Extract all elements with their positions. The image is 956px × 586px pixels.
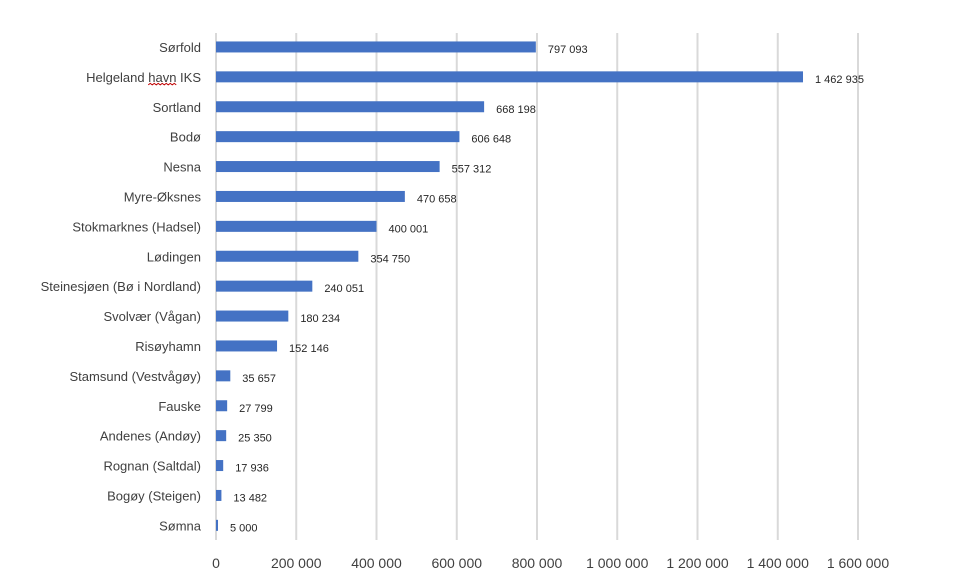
bar-value-label: 557 312 [452,164,492,176]
x-tick-label: 1 400 000 [747,555,809,571]
spellcheck-underline [147,82,177,86]
bar [216,131,460,143]
category-label: Fauske [158,399,201,414]
category-label: Myre-Øksnes [124,189,202,204]
bar [216,190,405,202]
bar-value-label: 17 936 [235,463,269,475]
bar-value-label: 606 648 [471,134,511,146]
bar [216,340,278,352]
bar-value-label: 25 350 [238,433,272,445]
bar-value-label: 354 750 [370,253,410,265]
bar [216,280,313,292]
x-tick-label: 1 600 000 [827,555,889,571]
bar [216,519,219,531]
bar-value-label: 240 051 [324,283,364,295]
category-label: Stamsund (Vestvågøy) [70,369,202,384]
bar [216,430,227,442]
category-label: Bogøy (Steigen) [107,488,201,503]
bar [216,489,222,501]
bar [216,161,440,173]
bar [216,400,228,412]
category-labels: Sørfold Helgeland havn IKS Sortland Bodø Nes… [41,40,202,533]
bar-value-label: 27 799 [239,403,273,415]
category-label: Helgeland havn IKS [86,70,201,85]
x-tick-label: 0 [212,555,220,571]
x-tick-label: 200 000 [271,555,322,571]
bar-value-label: 1 462 935 [815,74,864,86]
bar-value-label: 470 658 [417,193,457,205]
bar [216,310,289,322]
x-tick-label: 1 000 000 [586,555,648,571]
bar-value-label: 180 234 [300,313,340,325]
bar-value-label: 13 482 [233,492,267,504]
category-label: Nesna [163,160,201,175]
x-tick-label: 400 000 [351,555,402,571]
gridlines [215,33,859,540]
category-label: Lødingen [147,249,201,264]
category-label: Bodø [170,130,201,145]
bar [216,250,359,262]
x-axis-ticks: 0 200 000 400 000 600 000 800 000 1 000 000 1 … [212,555,889,571]
bar-value-label: 797 093 [548,44,588,56]
category-label: Andenes (Andøy) [100,429,201,444]
category-label: Svolvær (Vågan) [103,309,201,324]
bar-value-label: 35 657 [242,373,276,385]
bar [216,71,804,83]
bar-value-label: 400 001 [389,223,429,235]
bar-value-label: 5 000 [230,522,258,534]
bars [216,41,804,531]
bar [216,41,536,53]
data-labels: 797 093 1 462 935 668 198 606 648 557 312 470… [230,44,864,534]
bar [216,370,231,382]
bar-value-label: 668 198 [496,104,536,116]
category-label: Sømna [159,518,202,533]
category-label: Steinesjøen (Bø i Nordland) [41,279,201,294]
category-label: Stokmarknes (Hadsel) [72,219,201,234]
bar-value-label: 152 146 [289,343,329,355]
bar [216,460,224,472]
category-label: Rognan (Saltdal) [103,459,201,474]
x-tick-label: 1 200 000 [666,555,728,571]
category-label: Risøyhamn [135,339,201,354]
category-label: Sørfold [159,40,201,55]
category-label: Sortland [153,100,201,115]
x-tick-label: 800 000 [512,555,563,571]
bar [216,220,377,232]
bar [216,101,485,113]
x-tick-label: 600 000 [431,555,482,571]
